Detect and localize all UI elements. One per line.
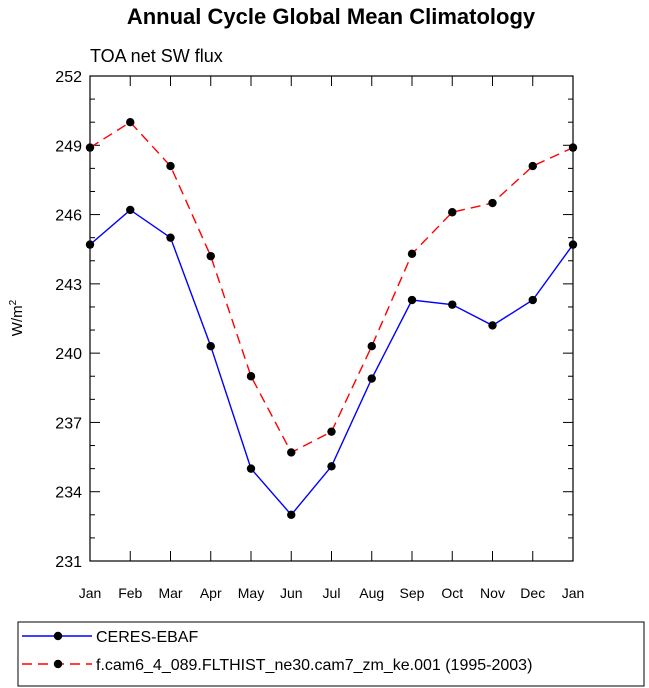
series-1-point — [246, 464, 256, 473]
series-1-point — [488, 321, 497, 330]
series-1-point — [166, 233, 175, 242]
series-1-point — [568, 240, 578, 249]
y-tick-label: 240 — [55, 346, 82, 363]
series-1-point — [528, 295, 537, 305]
y-tick-label: 246 — [55, 208, 82, 225]
series-1-point — [287, 510, 296, 520]
series-1-point — [126, 205, 135, 215]
y-tick-label: 231 — [55, 554, 82, 571]
series-1-point — [206, 342, 215, 351]
y-tick-label: 237 — [55, 415, 82, 432]
legend-swatch-marker-1 — [53, 631, 63, 641]
series-1-point — [367, 374, 376, 383]
series-2-point — [407, 249, 417, 259]
series-1-point — [85, 240, 95, 249]
x-tick-label: Apr — [200, 585, 222, 601]
series-2-point — [166, 161, 175, 171]
legend: CERES-EBAF f.cam6_4_089.FLTHIST_ne30.cam7… — [17, 621, 645, 687]
x-tick-label: Aug — [359, 585, 384, 601]
y-tick-label: 249 — [55, 138, 82, 155]
series-2-point — [85, 143, 95, 152]
x-tick-label: Feb — [118, 585, 142, 601]
y-tick-label: 243 — [55, 277, 82, 294]
series-2-point — [206, 251, 215, 261]
plot-frame — [89, 75, 574, 562]
x-tick-label: Sep — [400, 585, 425, 601]
series-2-point — [287, 448, 296, 457]
x-tick-label: Jan — [562, 585, 585, 601]
series-1-point — [448, 300, 457, 309]
x-tick-label: Jun — [280, 585, 303, 601]
legend-label-2: f.cam6_4_089.FLTHIST_ne30.cam7_zm_ke.001… — [96, 657, 532, 674]
series-1-point — [327, 462, 336, 471]
series-1-point — [407, 295, 417, 305]
series-2-point — [327, 427, 336, 436]
y-tick-label: 234 — [55, 485, 82, 502]
legend-swatch-marker-2 — [53, 659, 63, 669]
y-axis-label-unit: W/m — [9, 305, 26, 336]
x-tick-label: Nov — [480, 585, 505, 601]
series-line-2 — [89, 121, 574, 454]
series-2-point — [528, 161, 537, 171]
x-tick-label: Mar — [158, 585, 182, 601]
y-axis-label: W/m2 — [8, 299, 26, 336]
y-tick-label: 252 — [55, 69, 82, 86]
x-tick-label: Jul — [323, 585, 341, 601]
series-2-point — [488, 198, 497, 208]
y-axis-label-sup: 2 — [8, 299, 19, 305]
series-2-point — [448, 208, 457, 217]
series-2-point — [367, 342, 376, 351]
series-2-point — [246, 372, 256, 381]
chart-subtitle: TOA net SW flux — [90, 46, 223, 66]
chart-title: Annual Cycle Global Mean Climatology — [127, 4, 536, 29]
series-2-point — [126, 117, 135, 127]
x-tick-label: Jan — [79, 585, 102, 601]
series-2-point — [568, 143, 578, 152]
x-tick-label: Dec — [520, 585, 545, 601]
x-tick-label: May — [238, 585, 264, 601]
x-tick-label: Oct — [441, 585, 463, 601]
legend-box — [17, 621, 645, 687]
plot-area: 231 234 237 240 243 246 249 252 Jan Feb Mar Apr May J… — [55, 69, 584, 601]
legend-label-1: CERES-EBAF — [96, 629, 198, 646]
